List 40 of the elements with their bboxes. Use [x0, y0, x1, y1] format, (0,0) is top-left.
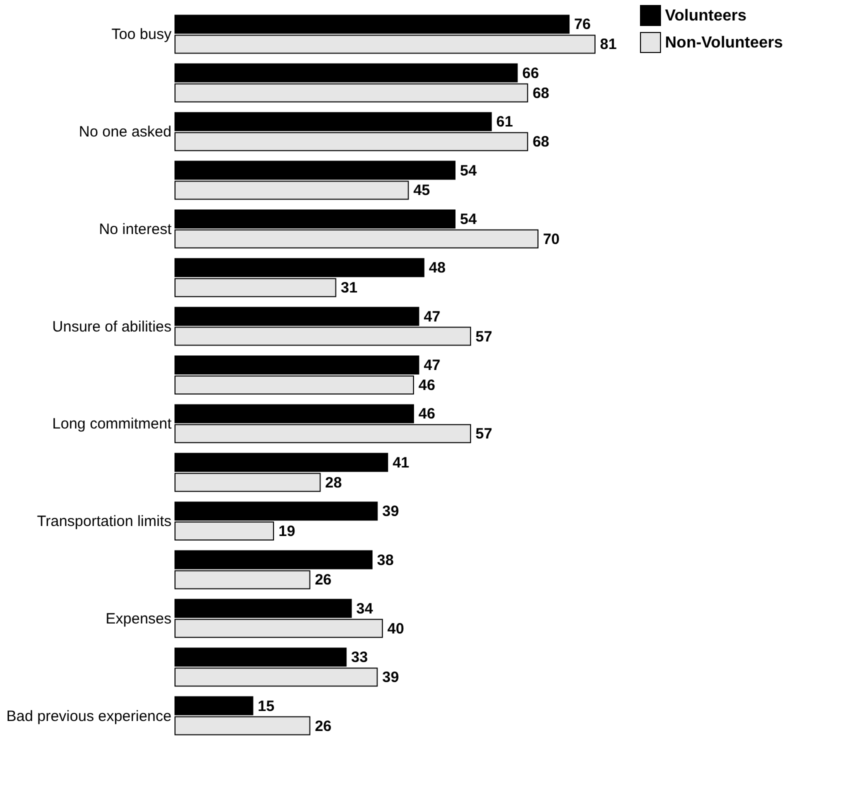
y-tick-label: No one asked: [78, 124, 172, 141]
data-label: 45: [413, 182, 430, 200]
data-label: 31: [340, 280, 358, 297]
data-label: 26: [314, 572, 332, 589]
data-label: 70: [542, 230, 560, 248]
data-label: 61: [496, 114, 513, 131]
data-label: 34: [356, 600, 374, 618]
y-tick-label: No interest: [98, 220, 172, 238]
data-label: 41: [392, 454, 410, 472]
data-label: 68: [532, 134, 550, 151]
y-tick-label: Expenses: [106, 610, 172, 628]
data-label: 48: [428, 260, 446, 277]
y-tick-label: Bad previous experience: [6, 708, 172, 725]
data-label: 57: [476, 328, 492, 346]
data-label: 40: [387, 620, 404, 638]
data-label: 28: [325, 474, 342, 492]
data-label: 47: [424, 357, 440, 374]
data-label: 76: [574, 16, 591, 34]
data-label: 39: [382, 669, 399, 686]
data-label: 46: [418, 376, 436, 394]
data-label: 39: [382, 503, 399, 520]
data-label: 81: [600, 36, 617, 54]
data-label: 54: [460, 210, 478, 228]
data-label: 33: [351, 649, 368, 666]
data-label: 46: [418, 406, 436, 423]
data-label: 68: [532, 84, 550, 102]
data-label: 38: [377, 552, 394, 569]
y-tick-label: Too busy: [111, 26, 172, 44]
y-tick-label: Transportation limits: [37, 513, 172, 530]
data-label: 66: [522, 64, 539, 82]
data-label: 26: [314, 718, 332, 735]
legend-label: Volunteers: [665, 8, 747, 24]
y-tick-label: Unsure of abilities: [52, 318, 172, 336]
data-label: 15: [258, 698, 274, 715]
data-label: 54: [460, 162, 478, 180]
y-tick-label: Long commitment: [52, 416, 172, 433]
data-label: 57: [476, 426, 492, 443]
data-label: 19: [278, 523, 296, 540]
data-label: 47: [424, 308, 440, 326]
legend-label: Non-Volunteers: [665, 34, 784, 52]
